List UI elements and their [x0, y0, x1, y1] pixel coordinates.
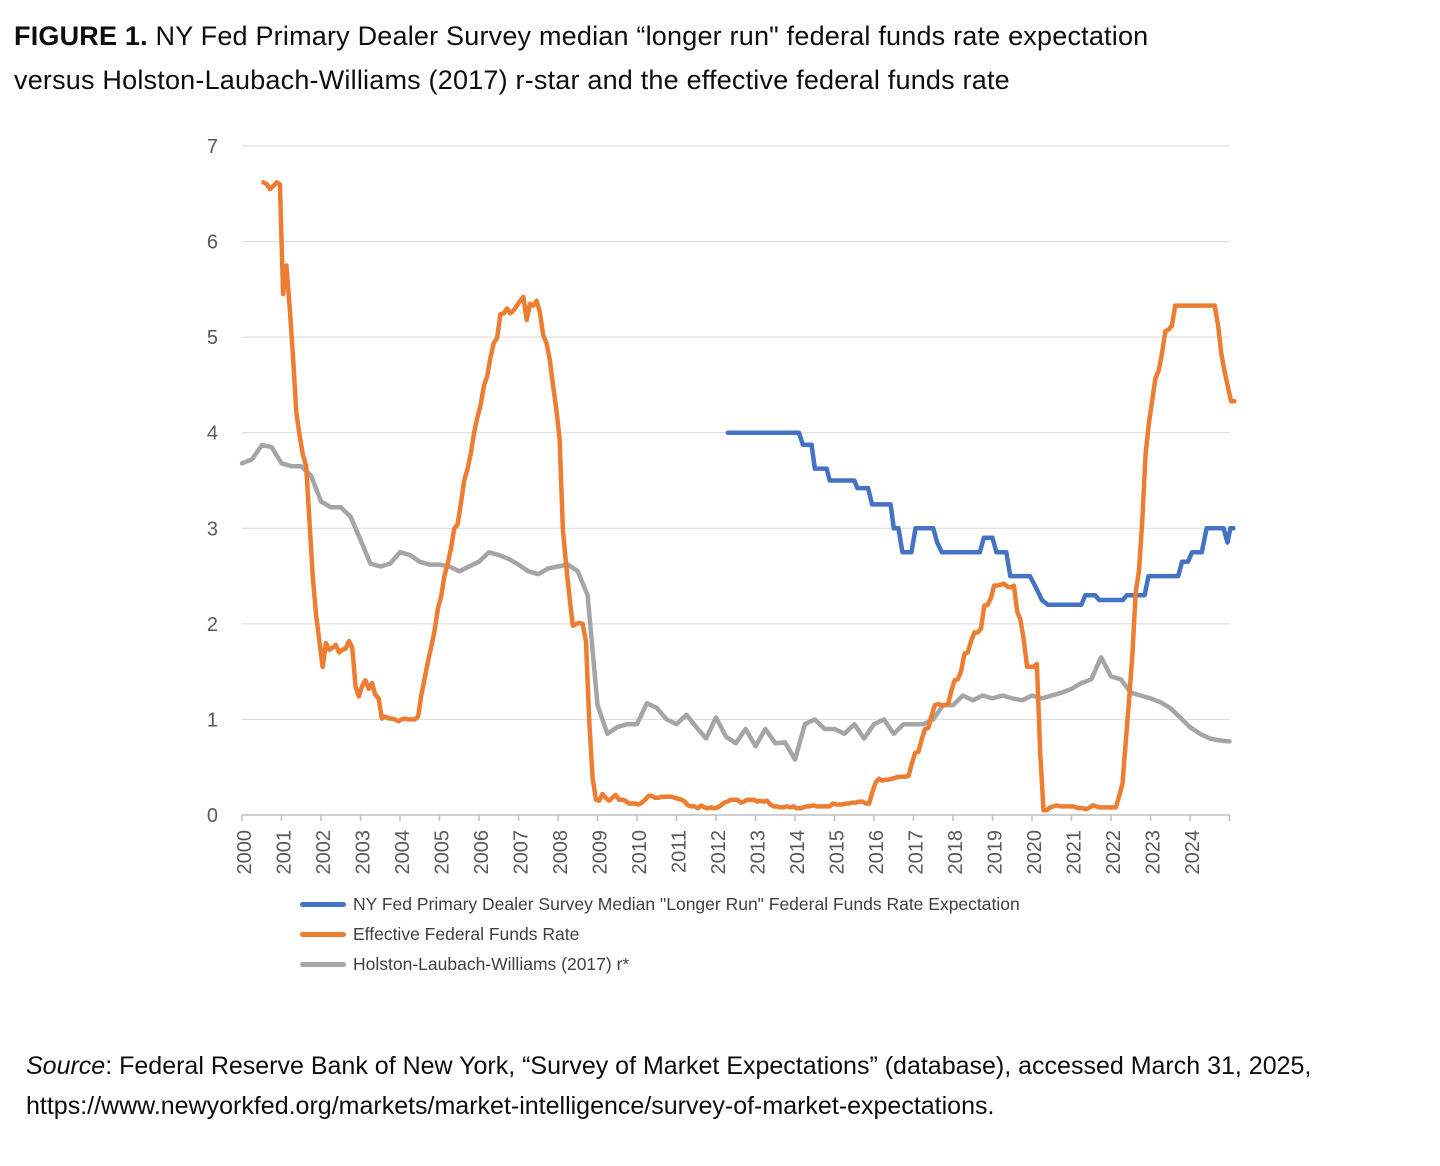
y-axis-tick-label: 4	[207, 423, 218, 445]
line-chart: 0 1 2 3 4 5 6 7 2000 2001 2002 2003 2004 2005 2006 2007…	[207, 136, 1237, 875]
y-axis-tick-label: 7	[207, 136, 218, 158]
hlw-line-series	[239, 442, 1232, 762]
y-axis-tick-label: 2	[207, 614, 218, 636]
y-axis-tick-label: 5	[207, 327, 218, 349]
x-axis-tick-label: 2018	[945, 830, 967, 875]
x-axis-tick-label: 2006	[471, 830, 493, 875]
x-axis-tick-label: 2002	[313, 830, 335, 875]
x-axis-tick-label: 2020	[1024, 830, 1046, 875]
x-axis-tick-label: 2016	[866, 830, 888, 875]
source-label: Source	[26, 1052, 106, 1080]
y-axis-tick-label: 1	[207, 709, 218, 731]
figure-title: FIGURE 1. NY Fed Primary Dealer Survey m…	[14, 14, 1422, 102]
legend-label-effr: Effective Federal Funds Rate	[353, 924, 580, 944]
figure-label: FIGURE 1.	[14, 21, 148, 51]
x-axis-tick-label: 2004	[392, 830, 414, 875]
y-axis-tick-label: 6	[207, 232, 218, 254]
y-axis-tick-label: 0	[207, 805, 218, 827]
hlw-line-swatch	[300, 962, 346, 967]
x-axis-tick-label: 2005	[432, 830, 454, 875]
x-axis-tick-label: 2021	[1064, 830, 1086, 875]
source-note: Source: Federal Reserve Bank of New York…	[26, 1046, 1434, 1126]
x-axis-tick-label: 2007	[511, 830, 533, 875]
legend-label-survey: NY Fed Primary Dealer Survey Median "Lon…	[353, 894, 1020, 914]
chart-legend: NY Fed Primary Dealer Survey Median "Lon…	[300, 894, 1020, 975]
x-axis-tick-label: 2009	[590, 830, 612, 875]
x-axis-tick-label: 2008	[550, 830, 572, 875]
source-text-line1: : Federal Reserve Bank of New York, “Sur…	[105, 1052, 1312, 1080]
source-text-line2: https://www.newyorkfed.org/markets/marke…	[26, 1092, 995, 1120]
x-axis-tick-label: 2023	[1143, 830, 1165, 875]
effr-line-series	[261, 180, 1237, 813]
figure-title-line2: versus Holston-Laubach-Williams (2017) r…	[14, 65, 1010, 95]
x-axis-tick-label: 2011	[669, 830, 691, 873]
legend-item-survey: NY Fed Primary Dealer Survey Median "Lon…	[300, 894, 1020, 915]
x-axis-tick-label: 2019	[985, 830, 1007, 875]
y-axis-tick-label: 3	[207, 518, 218, 540]
survey-line-series	[725, 430, 1236, 607]
x-axis-tick-label: 2012	[708, 830, 730, 875]
x-axis-tick-label: 2010	[629, 830, 651, 875]
x-axis-tick-label: 2024	[1182, 830, 1204, 875]
x-axis-tick-label: 2003	[353, 830, 375, 875]
x-axis-tick-label: 2000	[234, 830, 256, 875]
x-axis-tick-label: 2017	[906, 830, 928, 875]
effr-line-swatch	[300, 932, 346, 937]
legend-item-hlw: Holston-Laubach-Williams (2017) r*	[300, 954, 1020, 975]
x-axis-tick-label: 2022	[1103, 830, 1125, 875]
x-axis-tick-label: 2013	[748, 830, 770, 875]
x-axis-tick-label: 2015	[827, 830, 849, 875]
survey-line-swatch	[300, 902, 346, 907]
x-axis-tick-label: 2001	[274, 830, 296, 875]
x-axis-tick-label: 2014	[787, 830, 809, 875]
legend-label-hlw: Holston-Laubach-Williams (2017) r*	[353, 954, 630, 974]
legend-item-effr: Effective Federal Funds Rate	[300, 924, 1020, 945]
figure-title-line1: NY Fed Primary Dealer Survey median “lon…	[155, 21, 1149, 51]
